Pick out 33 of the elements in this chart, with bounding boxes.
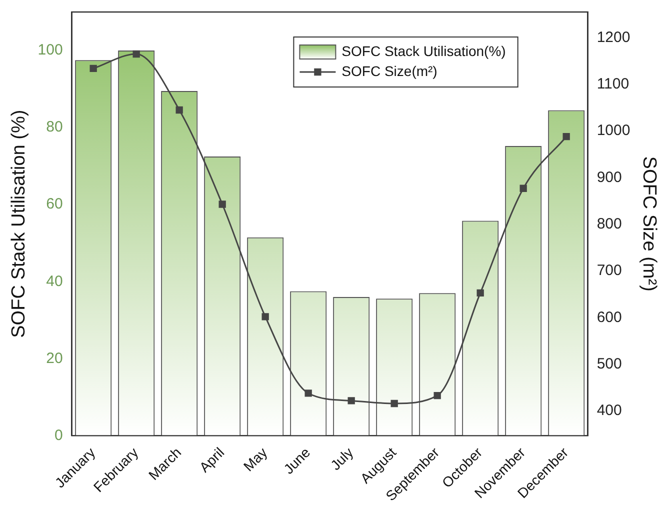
y2-tick-label: 700 xyxy=(596,262,622,280)
y-tick-label: 60 xyxy=(46,196,63,213)
legend-label: SOFC Size(m²) xyxy=(342,62,438,79)
y2-tick-label: 1000 xyxy=(596,122,630,140)
y-tick-label: 20 xyxy=(46,350,63,367)
y-tick-label: 100 xyxy=(38,42,63,59)
y2-tick-label: 500 xyxy=(596,355,622,372)
y2-tick-label: 600 xyxy=(596,308,622,326)
y2-axis-title: SOFC Size (m²) xyxy=(638,156,660,292)
y2-tick-label: 1100 xyxy=(596,75,630,92)
y-tick-label: 40 xyxy=(46,272,63,290)
point xyxy=(90,64,97,72)
y-axis-title: SOFC Stack Utilisation (%) xyxy=(8,110,30,338)
point xyxy=(132,50,140,58)
y-tick-label: 80 xyxy=(46,118,63,136)
point xyxy=(562,133,570,140)
x-tick-label: May xyxy=(240,444,270,474)
x-tick-label: July xyxy=(327,444,356,474)
y2-tick-label: 400 xyxy=(596,402,622,420)
point xyxy=(476,289,484,296)
legend-label: SOFC Stack Utilisation(%) xyxy=(342,42,506,59)
point xyxy=(520,184,527,192)
point xyxy=(262,313,269,320)
y2-tick-label: 1200 xyxy=(596,28,630,46)
y2-tick-label: 900 xyxy=(596,168,622,186)
point xyxy=(304,390,312,397)
y2-tick-label: 800 xyxy=(596,215,622,232)
point xyxy=(390,400,398,408)
point xyxy=(434,392,441,400)
y-tick-label: 0 xyxy=(54,426,63,444)
point xyxy=(218,200,226,208)
point xyxy=(176,106,183,114)
point xyxy=(348,397,355,404)
